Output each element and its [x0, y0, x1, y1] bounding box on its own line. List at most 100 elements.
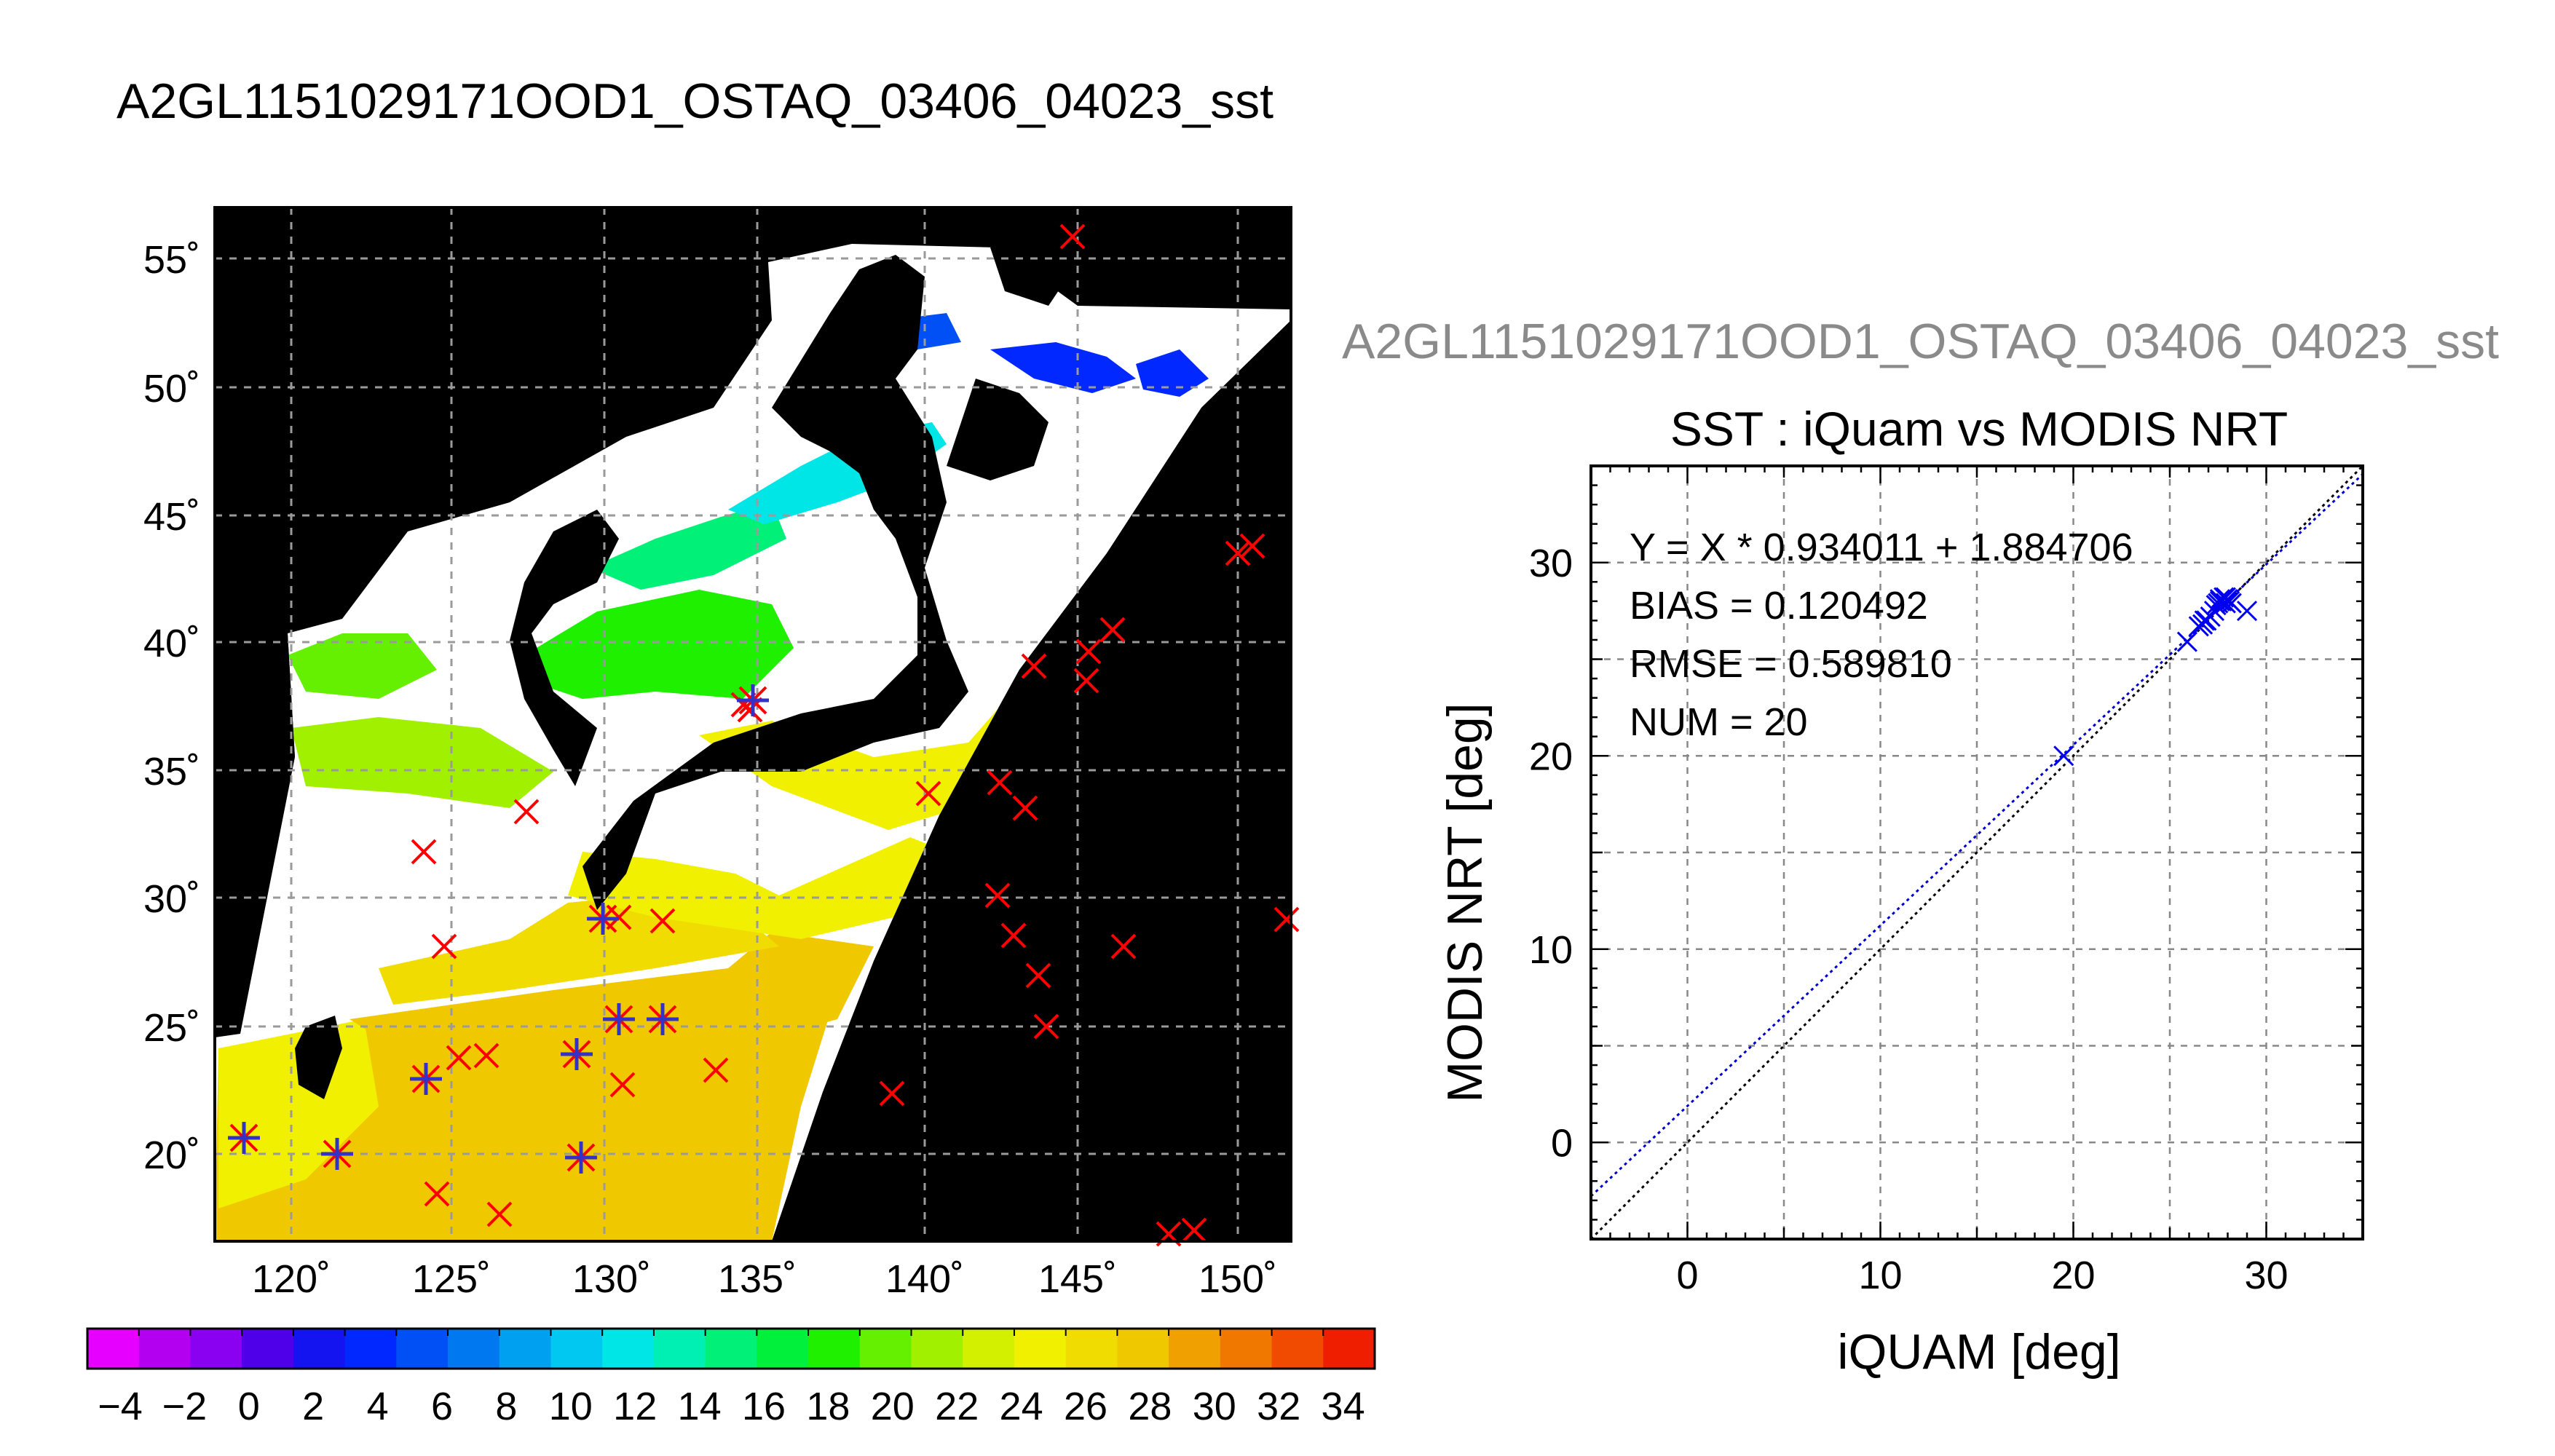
y-tick-label: 30 — [1529, 542, 1573, 585]
lon-tick-label: 130˚ — [572, 1257, 651, 1301]
colorbar-label: 32 — [1257, 1385, 1300, 1428]
fit-equation: Y = X * 0.934011 + 1.884706 — [1630, 526, 2133, 569]
station-marker — [1021, 653, 1047, 679]
colorbar-swatch — [653, 1329, 706, 1369]
colorbar-swatch — [1117, 1329, 1169, 1369]
scatter-tick-labels: 0 10 20 30 0 10 20 30 — [1529, 542, 2289, 1297]
station-marker — [1059, 223, 1086, 250]
lat-tick-label: 20˚ — [143, 1133, 200, 1177]
scatter-points — [2053, 587, 2258, 767]
lon-tick-label: 120˚ — [252, 1257, 331, 1301]
latitude-tick-labels: 55˚ 50˚ 45˚ 40˚ 35˚ 30˚ 25˚ 20˚ — [143, 238, 200, 1177]
map-frame — [213, 206, 1292, 1243]
lon-tick-label: 150˚ — [1198, 1257, 1277, 1301]
scatter-frame — [1590, 464, 2364, 1241]
sst-region — [350, 932, 874, 1077]
colorbar-swatch — [705, 1329, 757, 1369]
station-marker — [1033, 1013, 1059, 1040]
identity-line — [1590, 464, 2364, 1241]
x-tick-label: 0 — [1676, 1254, 1698, 1297]
colorbar-label: −2 — [162, 1385, 208, 1428]
colorbar-swatch — [911, 1329, 963, 1369]
station-marker — [473, 1042, 499, 1069]
station-marker — [1239, 533, 1265, 559]
station-marker — [1110, 933, 1137, 960]
station-marker — [649, 908, 676, 934]
station-marker — [1181, 1217, 1207, 1243]
map-station-markers — [228, 223, 1300, 1247]
station-marker — [915, 780, 941, 807]
land-mask — [990, 240, 1063, 306]
sst-region — [1136, 349, 1209, 397]
lon-tick-label: 140˚ — [885, 1257, 964, 1301]
map-graticule — [215, 207, 1291, 1241]
lat-tick-label: 25˚ — [143, 1006, 200, 1050]
lat-tick-label: 35˚ — [143, 750, 200, 794]
station-marker — [513, 799, 540, 825]
station-marker — [609, 1072, 636, 1098]
station-marker — [1075, 638, 1102, 665]
longitude-tick-labels: 120˚ 125˚ 130˚ 135˚ 140˚ 145˚ 150˚ — [252, 1257, 1277, 1301]
lat-tick-label: 50˚ — [143, 367, 200, 411]
sst-region — [990, 342, 1136, 393]
data-point — [2209, 590, 2230, 612]
colorbar-label: −4 — [98, 1385, 143, 1428]
colorbar-swatch — [808, 1329, 861, 1369]
sst-region — [218, 1019, 379, 1208]
colorbar-swatch — [396, 1329, 449, 1369]
colorbar-label: 24 — [1000, 1385, 1043, 1428]
station-marker — [486, 1201, 513, 1227]
station-marker — [984, 882, 1011, 909]
map-border — [213, 206, 1292, 1243]
colorbar-swatch — [963, 1329, 1015, 1369]
no-data-region — [772, 320, 1291, 1241]
page-title: A2GL1151029171OOD1_OSTAQ_03406_04023_sst — [117, 74, 1274, 129]
station-marker — [703, 1057, 729, 1083]
colorbar-swatch — [448, 1329, 500, 1369]
data-point — [2053, 745, 2074, 767]
colorbar-swatch — [550, 1329, 603, 1369]
colorbar-label: 0 — [238, 1385, 260, 1428]
colorbar-label: 26 — [1064, 1385, 1107, 1428]
station-marker — [446, 1045, 472, 1071]
colorbar-label: 10 — [549, 1385, 593, 1428]
land-mask — [215, 207, 801, 612]
station-marker — [1225, 540, 1251, 566]
sst-region — [291, 717, 553, 808]
station-marker — [1073, 668, 1099, 694]
land-mask — [947, 379, 1049, 480]
data-point — [2176, 631, 2197, 652]
colorbar-label: 6 — [431, 1385, 453, 1428]
colorbar-label: 22 — [935, 1385, 979, 1428]
colorbar-swatch — [138, 1329, 191, 1369]
colorbar-swatch — [499, 1329, 551, 1369]
colorbar-swatch — [1065, 1329, 1118, 1369]
data-point — [2194, 610, 2215, 631]
colorbar-swatch — [1323, 1329, 1375, 1369]
y-axis-label: MODIS NRT [deg] — [1437, 703, 1493, 1102]
station-marker — [424, 1181, 450, 1207]
colorbar-swatch — [602, 1329, 655, 1369]
colorbar-swatch — [1014, 1329, 1067, 1369]
bias-stat: BIAS = 0.120492 — [1630, 584, 1928, 628]
x-tick-label: 10 — [1858, 1254, 1902, 1297]
colorbar-swatch — [190, 1329, 242, 1369]
colorbar-swatch — [1220, 1329, 1273, 1369]
sst-region — [288, 633, 437, 699]
colorbar-swatch — [757, 1329, 809, 1369]
x-tick-label: 20 — [2051, 1254, 2095, 1297]
land-mask — [215, 604, 295, 1034]
scatter-ghost-title: A2GL1151029171OOD1_OSTAQ_03406_04023_sst — [1342, 314, 2500, 369]
x-tick-label: 30 — [2244, 1254, 2288, 1297]
station-marker — [987, 769, 1013, 796]
lat-tick-label: 40˚ — [143, 622, 200, 665]
data-point — [2236, 601, 2258, 622]
map-image — [215, 207, 1291, 1241]
colorbar-label: 14 — [678, 1385, 722, 1428]
station-marker — [1025, 962, 1051, 989]
y-tick-label: 20 — [1529, 735, 1573, 778]
land-mask — [583, 255, 968, 910]
sst-colorbar — [86, 1327, 1376, 1370]
